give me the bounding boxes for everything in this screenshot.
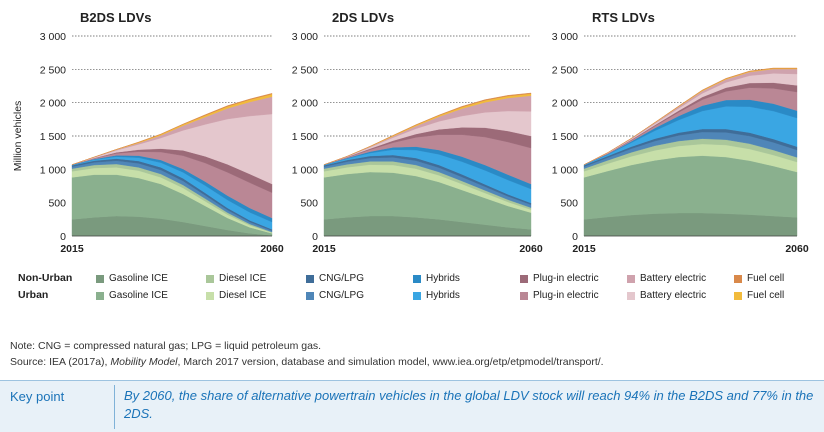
legend-swatch [96, 275, 104, 283]
chart-title: B2DS LDVs [80, 10, 152, 25]
legend-label: Hybrids [426, 273, 460, 284]
notes: Note: CNG = compressed natural gas; LPG … [10, 338, 604, 370]
y-tick-label: 0 [572, 231, 578, 243]
y-tick-label: 2 000 [292, 98, 318, 110]
charts-area: B2DS LDVs 0 500 1 000 1 500 2 000 2 500 3 000 20… [12, 10, 809, 255]
legend-label: Fuel cell [747, 273, 785, 284]
x-tick-label: 2060 [260, 243, 284, 255]
area-non-urban-fuel-cell [583, 67, 798, 165]
chart-title: 2DS LDVs [332, 10, 394, 25]
y-tick-label: 1 000 [552, 164, 578, 176]
legend-swatch [306, 275, 314, 283]
y-tick-label: 0 [312, 231, 318, 243]
legend-swatch [413, 292, 421, 300]
legend-label: Gasoline ICE [109, 290, 168, 301]
key-point-text: By 2060, the share of alternative powert… [124, 388, 814, 421]
legend-row: Urban Gasoline ICE Diesel ICE CNG/LPG Hybrid… [0, 289, 824, 303]
x-tick-label: 2015 [572, 243, 596, 255]
legend-label: CNG/LPG [319, 290, 365, 301]
y-tick-label: 2 500 [40, 64, 66, 76]
x-tick-label: 2060 [519, 243, 543, 255]
legend-row: Non-Urban Gasoline ICE Diesel ICE CNG/LPG Hy… [0, 272, 824, 286]
y-tick-label: 1 500 [552, 131, 578, 143]
legend-label: Plug-in electric [533, 273, 599, 284]
legend-swatch [627, 275, 635, 283]
legend-swatch [520, 292, 528, 300]
y-tick-label: 1 000 [40, 164, 66, 176]
legend-label: Hybrids [426, 290, 460, 301]
source-suffix: , March 2017 version, database and simul… [177, 356, 604, 368]
x-tick-label: 2015 [312, 243, 336, 255]
legend-swatch [206, 275, 214, 283]
legend-row-title: Urban [18, 289, 49, 301]
source-text: Source: IEA (2017a), Mobility Model, Mar… [10, 354, 604, 370]
legend-label: Fuel cell [747, 290, 785, 301]
chart-title: RTS LDVs [592, 10, 655, 25]
legend-swatch [734, 292, 742, 300]
legend-row-title: Non-Urban [18, 272, 73, 284]
y-tick-label: 1 500 [40, 131, 66, 143]
legend-label: Gasoline ICE [109, 273, 168, 284]
y-tick-label: 2 000 [40, 98, 66, 110]
y-tick-label: 1 500 [292, 131, 318, 143]
area-non-urban-fuel-cell [71, 93, 273, 165]
source-model-name: Mobility Model [110, 356, 178, 368]
key-point-label: Key point [10, 389, 65, 404]
chart-panel-0: B2DS LDVs 0 500 1 000 1 500 2 000 2 500 3 000 20… [12, 10, 284, 255]
legend-label: Diesel ICE [219, 273, 267, 284]
y-tick-label: 500 [300, 198, 318, 210]
y-tick-label: 500 [48, 198, 66, 210]
y-tick-label: 2 500 [552, 64, 578, 76]
y-tick-label: 0 [60, 231, 66, 243]
x-tick-label: 2060 [785, 243, 809, 255]
x-tick-label: 2015 [60, 243, 84, 255]
legend-swatch [413, 275, 421, 283]
source-prefix: Source: IEA (2017a), [10, 356, 111, 368]
legend-swatch [96, 292, 104, 300]
y-tick-label: 1 000 [292, 164, 318, 176]
legend-label: Battery electric [640, 290, 707, 301]
key-point-box: Key point By 2060, the share of alternat… [0, 380, 824, 432]
y-tick-label: 2 500 [292, 64, 318, 76]
chart-panel-2: RTS LDVs 0 500 1 000 1 500 2 000 2 500 3 000 201… [552, 10, 809, 255]
y-tick-label: 500 [560, 198, 578, 210]
y-axis-label: Million vehicles [12, 101, 24, 172]
legend-swatch [306, 292, 314, 300]
legend-label: Battery electric [640, 273, 707, 284]
legend-label: Plug-in electric [533, 290, 599, 301]
key-point-divider [114, 385, 115, 429]
legend: Non-Urban Gasoline ICE Diesel ICE CNG/LPG Hy… [0, 272, 824, 312]
chart-panel-1: 2DS LDVs 0 500 1 000 1 500 2 000 2 500 3 000 201… [292, 10, 543, 255]
legend-label: CNG/LPG [319, 273, 365, 284]
y-tick-label: 3 000 [40, 31, 66, 43]
legend-swatch [734, 275, 742, 283]
legend-swatch [520, 275, 528, 283]
y-tick-label: 2 000 [552, 98, 578, 110]
legend-label: Diesel ICE [219, 290, 267, 301]
note-text: Note: CNG = compressed natural gas; LPG … [10, 340, 322, 352]
legend-swatch [627, 292, 635, 300]
y-tick-label: 3 000 [292, 31, 318, 43]
legend-swatch [206, 292, 214, 300]
y-tick-label: 3 000 [552, 31, 578, 43]
area-non-urban-fuel-cell [323, 92, 532, 165]
